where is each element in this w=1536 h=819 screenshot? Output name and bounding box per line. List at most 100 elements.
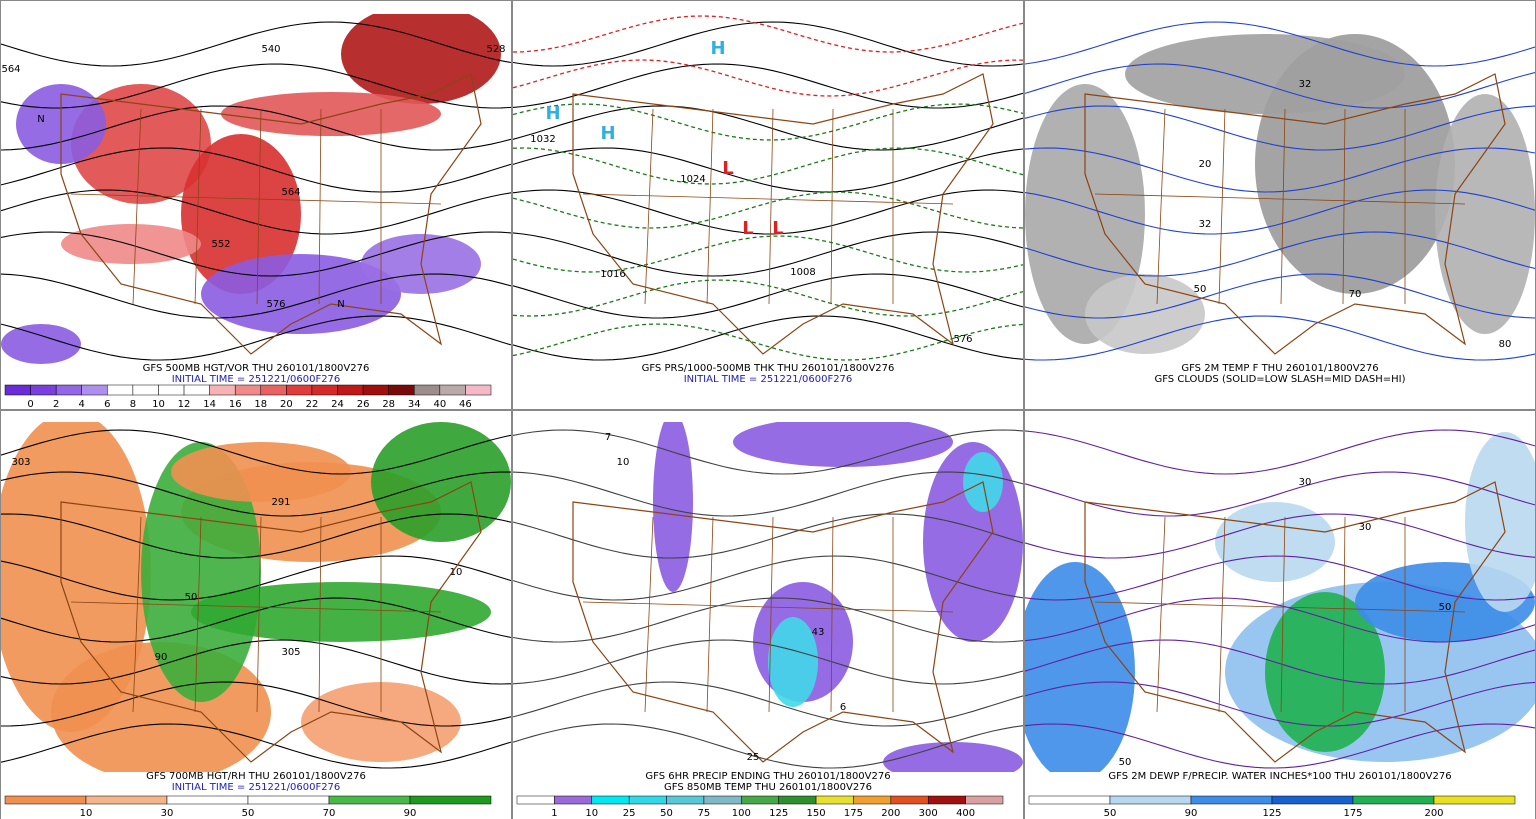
contour [1,555,511,601]
borders [1084,481,1506,763]
state-line [706,516,714,713]
thickness-contour [513,103,1023,141]
contour [1025,147,1535,193]
map-label: 1008 [790,267,815,278]
colorbar-label: 175 [844,808,863,819]
map-label: 30 [1299,477,1312,488]
contour [1025,597,1535,643]
state-line [830,108,834,305]
colorbar-swatch [439,384,466,396]
colorbar-label: 125 [769,808,788,819]
shaded-area [768,617,818,707]
panel-border [512,0,1024,410]
state-line [1342,108,1346,305]
colorbar-swatch [815,795,854,805]
colorbar-swatch [132,384,159,396]
state-line [1218,516,1226,713]
map-label: 291 [271,497,290,508]
colorbar-label: 175 [1343,808,1362,819]
map-label: 7 [605,432,611,443]
shaded-area [171,442,351,502]
contour [1025,105,1535,151]
colorbar-label: 10 [152,399,165,410]
map-label: 30 [1359,522,1372,533]
contour [1025,231,1535,277]
colorbar-swatch [260,384,287,396]
colorbar-label: 200 [881,808,900,819]
contour [513,471,1023,517]
colorbar-swatch [741,795,779,805]
colorbar-label: 46 [459,399,472,410]
caption: GFS 500MB HGT/VOR THU 260101/1800V276 [143,363,370,374]
colorbar-label: 1 [551,808,557,819]
contour [1025,273,1535,319]
map: 564 552 540 528 564 576 N N [1,14,511,364]
colorbar-swatch [628,795,667,805]
colorbar-swatch [1271,795,1354,805]
state-line [1280,108,1286,305]
colorbar-swatch [388,384,415,396]
shaded-area [1025,84,1145,344]
shaded-area [653,422,693,592]
state-line [132,108,142,305]
map-label: 25 [747,752,760,763]
state-line [1094,601,1466,613]
contour [513,681,1023,727]
contour [1025,681,1535,727]
contour [1025,63,1535,109]
caption: GFS 6HR PRECIP ENDING THU 260101/1800V27… [645,771,890,782]
colorbar-label: 16 [229,399,242,410]
state-line [644,516,654,713]
contour [513,63,1023,109]
colorbar-swatch [107,384,134,396]
colorbar-swatch [209,384,236,396]
colorbar-swatch [30,384,57,396]
shaded-area [1085,274,1205,354]
contour [1,231,511,277]
caption: GFS 2M DEWP F/PRECIP. WATER INCHES*100 T… [1108,771,1451,782]
map-label: L [742,218,753,239]
contour [1,63,511,109]
caption: GFS 850MB TEMP THU 260101/1800V276 [664,782,872,793]
colorbar-swatch [591,795,630,805]
colorbar-swatch [158,384,185,396]
map-label: N [337,299,344,310]
contour [1,681,511,727]
shaded-area [301,682,461,762]
colorbar-label: 6 [104,399,110,410]
state-line [582,193,954,205]
map-label: 20 [1199,159,1212,170]
state-line [1094,193,1466,205]
panel: 303 291 50 90 10 305 GFS 700MB HGT/RH THU 2601… [0,410,512,819]
contour [513,723,1023,769]
colorbar-swatch [183,384,210,396]
state-line [194,516,202,713]
contour [513,555,1023,601]
colorbar-swatch [166,795,249,805]
thickness-contour [513,279,1023,317]
map-label: 576 [953,334,972,345]
shaded-area [1435,94,1535,334]
contour [1,429,511,475]
thickness-contour [513,235,1023,273]
state-line [644,108,654,305]
contour [1025,189,1535,235]
contour [513,105,1023,151]
map-label: L [722,158,733,179]
map-label: 528 [486,44,505,55]
colorbar-swatch [234,384,262,396]
colorbar-label: 400 [956,808,975,819]
contour [1025,513,1535,559]
borders [572,73,994,355]
shaded-area [1125,34,1405,114]
contour [1025,21,1535,67]
map-label: H [600,123,615,144]
colorbar-label: 40 [433,399,446,410]
map-label: 80 [1499,339,1512,350]
map-label: 564 [1,64,20,75]
state-line [1156,108,1166,305]
colorbar-label: 14 [203,399,216,410]
colorbar-swatch [1028,795,1111,805]
state-line [194,108,202,305]
thickness-contour [513,15,1023,53]
